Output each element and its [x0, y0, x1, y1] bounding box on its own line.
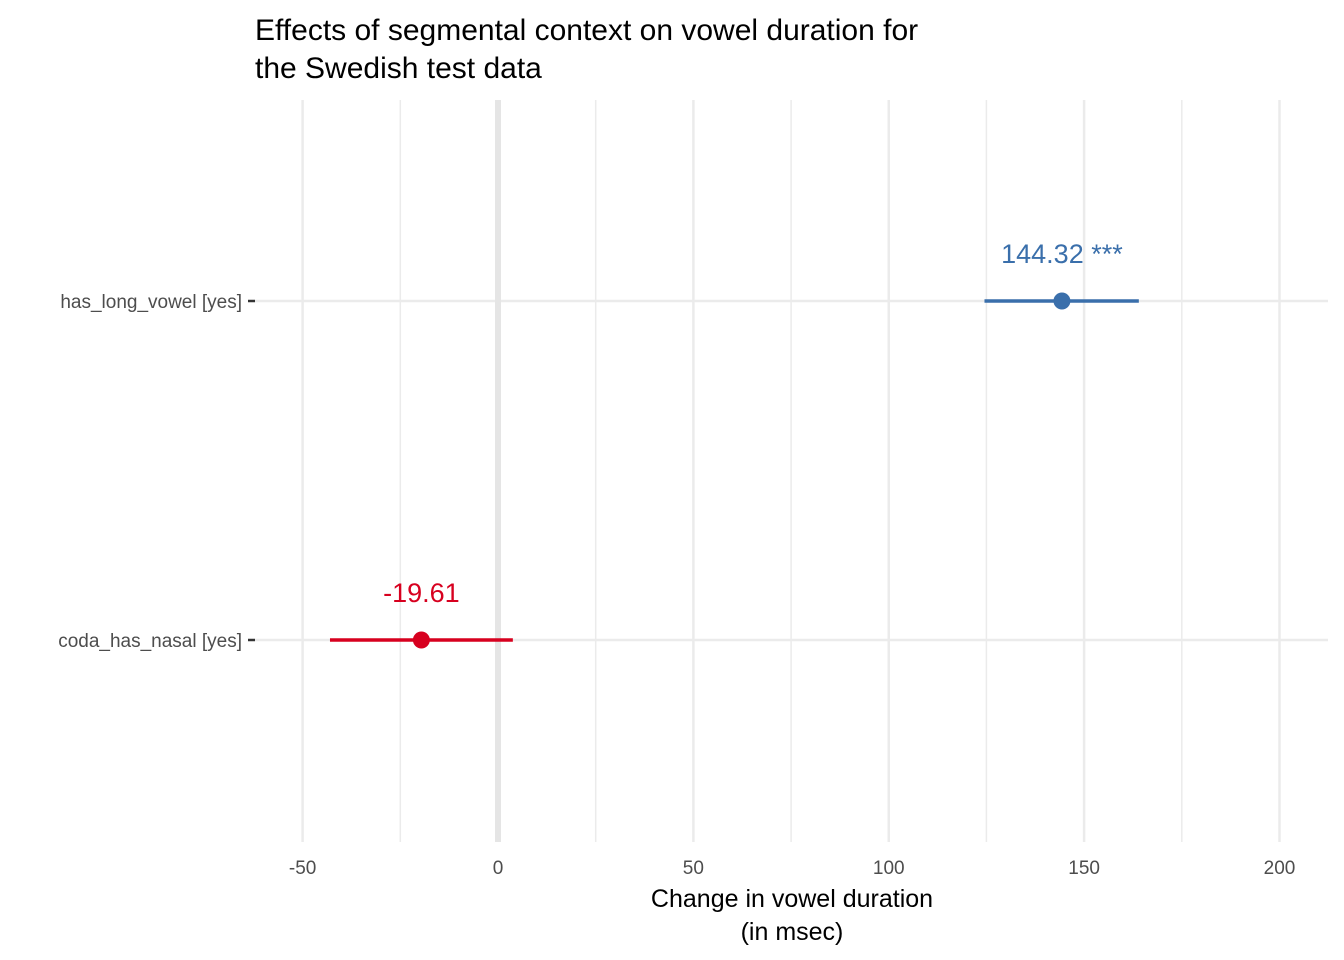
x-tick-label: 0	[493, 858, 504, 879]
y-tick-label: coda_has_nasal [yes]	[58, 631, 242, 652]
chart-title-line-1: Effects of segmental context on vowel du…	[255, 14, 918, 47]
chart-title: Effects of segmental context on vowel du…	[255, 14, 918, 85]
x-tick-label: 50	[683, 858, 704, 879]
estimate-point	[412, 631, 430, 649]
x-tick-label: 100	[873, 858, 905, 879]
x-tick-label: 150	[1068, 858, 1100, 879]
x-axis-title-line-2: (in msec)	[741, 918, 844, 946]
estimate-point	[1053, 292, 1071, 310]
x-tick-label: 200	[1264, 858, 1296, 879]
x-axis: -50 0 50 100 150 200	[289, 858, 1295, 879]
x-axis-title-line-1: Change in vowel duration	[651, 885, 933, 913]
grid	[255, 100, 1328, 842]
estimate-value-label: 144.32 ***	[1001, 239, 1123, 269]
x-axis-title: Change in vowel duration (in msec)	[651, 885, 933, 946]
plot-marks: 144.32 *** -19.61	[329, 239, 1139, 649]
x-tick-label: -50	[289, 858, 316, 879]
y-axis: has_long_vowel [yes] coda_has_nasal [yes]	[58, 292, 255, 652]
estimate-value-label: -19.61	[383, 578, 460, 608]
chart-title-line-2: the Swedish test data	[255, 52, 542, 85]
y-tick-label: has_long_vowel [yes]	[60, 292, 242, 313]
